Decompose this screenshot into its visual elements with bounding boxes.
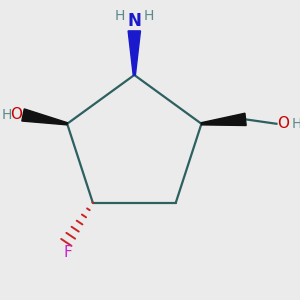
Text: N: N (128, 12, 141, 30)
Text: O: O (278, 116, 290, 131)
Polygon shape (128, 31, 140, 75)
Text: H: H (291, 117, 300, 131)
Text: O: O (10, 107, 22, 122)
Text: H: H (115, 8, 125, 22)
Text: H: H (1, 108, 12, 122)
Polygon shape (201, 113, 246, 125)
Text: H: H (143, 8, 154, 22)
Text: F: F (63, 244, 72, 260)
Polygon shape (22, 109, 68, 125)
